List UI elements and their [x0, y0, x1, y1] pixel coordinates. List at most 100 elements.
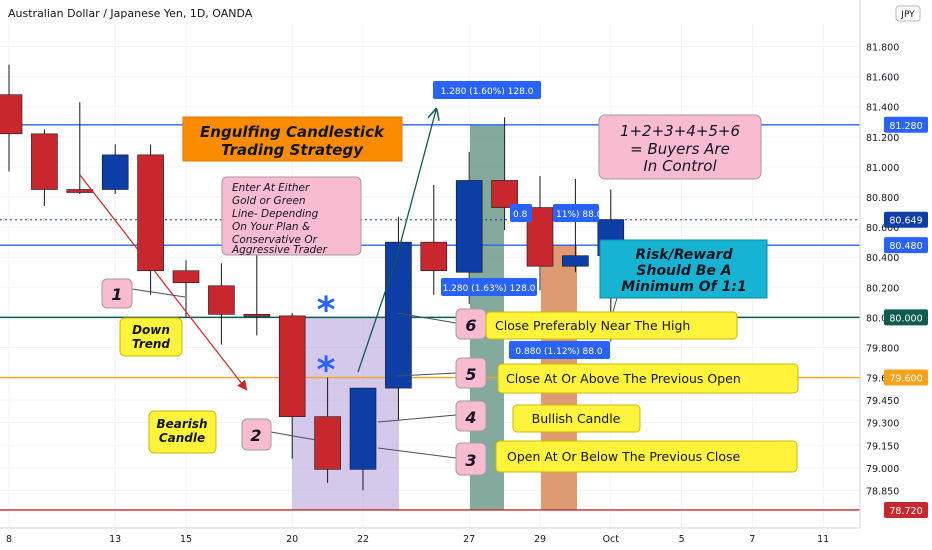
- y-tick-label: 81.600: [866, 73, 899, 84]
- measure-label-low-text: 0.880 (1.12%) 88.0: [515, 347, 602, 357]
- rule-box-3: Open At Or Below The Previous Close: [495, 440, 798, 473]
- price-tag: [884, 237, 928, 254]
- candle-body: [31, 133, 58, 190]
- candle-body: [349, 387, 377, 470]
- x-ticks: 8 13 15 20 22 27 29 Oct 5 7 11: [6, 534, 829, 545]
- enter-note-line4: On Your Plan &: [232, 221, 310, 233]
- strategy-title-line2: Trading Strategy: [221, 141, 364, 159]
- x-tick-label: 5: [679, 534, 685, 545]
- time-axis[interactable]: [0, 528, 932, 550]
- buyers-line2: = Buyers Are: [630, 140, 730, 158]
- number-badge-6-text: 6: [465, 316, 476, 335]
- number-badge-4: 4: [455, 400, 487, 432]
- y-tick-label: 79.300: [866, 419, 899, 430]
- currency-badge[interactable]: JPY: [895, 5, 921, 22]
- downtrend-arrow: [79, 174, 248, 391]
- number-badge-2-text: 2: [250, 426, 261, 445]
- buyers-line3: In Control: [643, 157, 717, 175]
- strategy-title-line1: Engulfing Candlestick: [200, 123, 385, 141]
- candles: [0, 64, 625, 491]
- price-tag: [884, 369, 928, 386]
- y-tick-label: 80.600: [866, 223, 899, 234]
- x-tick-label: 13: [109, 534, 121, 545]
- enter-note-line3: Line- Depending: [232, 208, 319, 220]
- asterisk-lower: *: [317, 350, 336, 391]
- x-tick-label: 20: [286, 534, 298, 545]
- risk-reward-box: Risk/Reward Should Be A Minimum Of 1:1: [599, 239, 768, 299]
- candle-body: [243, 314, 271, 317]
- x-tick-label: Oct: [603, 534, 620, 545]
- y-tick-label: 78.850: [866, 486, 899, 497]
- price-tag-label: 80.480: [889, 241, 922, 252]
- callout-pointers: [131, 288, 618, 459]
- x-tick-label: 29: [534, 534, 546, 545]
- candle-body: [455, 180, 483, 273]
- rule-box-3-text: Open At Or Below The Previous Close: [507, 449, 740, 464]
- bearish-line2: Candle: [159, 431, 205, 445]
- x-tick-label: 7: [749, 534, 755, 545]
- y-ticks: 81.800 81.600 81.400 81.200 81.000 80.800 80.6…: [866, 43, 899, 498]
- candle-body: [172, 270, 200, 284]
- buyers-box: 1+2+3+4+5+6 = Buyers Are In Control: [598, 114, 762, 180]
- risk-line2: Should Be A: [636, 263, 731, 279]
- measure-label-partial-left: 0.8: [513, 210, 528, 220]
- rule-box-4-text: Bullish Candle: [532, 411, 621, 426]
- price-tag-label: 80.000: [889, 313, 922, 324]
- enter-note-line2: Gold or Green: [232, 195, 306, 207]
- y-tick-label: 81.200: [866, 133, 899, 144]
- price-tag-label: 81.280: [889, 121, 922, 132]
- measure-label-mid-text: 1.280 (1.63%) 128.0: [443, 284, 536, 294]
- uptrend-arrow: [357, 110, 436, 373]
- price-tag: [884, 116, 928, 133]
- risk-line1: Risk/Reward: [635, 247, 733, 263]
- y-tick-label: 81.800: [866, 43, 899, 54]
- y-tick-label: 80.200: [866, 283, 899, 294]
- candle-body: [0, 94, 23, 135]
- measure-label-top: 1.280 (1.60%) 128.0: [433, 81, 541, 99]
- rule-box-6: Close Preferably Near The High: [485, 311, 738, 340]
- enter-note-box: Enter At Either Gold or Green Line- Depe…: [221, 176, 362, 256]
- rule-box-5-text: Close At Or Above The Previous Open: [506, 371, 741, 386]
- rule-box-6-text: Close Preferably Near The High: [495, 318, 690, 333]
- asterisk-upper: *: [317, 290, 336, 331]
- rule-box-4: Bullish Candle: [512, 404, 641, 433]
- y-tick-label: 81.000: [866, 163, 899, 174]
- measure-label-partial: 0.8 11%) 88.0: [510, 204, 603, 222]
- price-tag-label: 79.600: [889, 374, 922, 385]
- price-tag: [884, 501, 928, 518]
- enter-note-line5: Conservative Or: [232, 234, 318, 246]
- x-tick-label: 11: [817, 534, 829, 545]
- x-tick-label: 27: [463, 534, 475, 545]
- candle-body: [101, 154, 129, 190]
- y-tick-label: 80.400: [866, 253, 899, 264]
- rule-box-5: Close At Or Above The Previous Open: [497, 363, 799, 394]
- y-tick-label: 79.150: [866, 441, 899, 452]
- number-badge-3: 3: [455, 442, 487, 476]
- y-tick-label: 81.400: [866, 103, 899, 114]
- candle-body: [314, 416, 341, 470]
- down-trend-box: Down Trend: [119, 317, 183, 357]
- price-axis[interactable]: [860, 0, 932, 528]
- down-trend-line1: Down: [132, 323, 170, 337]
- bearish-line1: Bearish: [156, 417, 207, 431]
- number-badge-2: 2: [241, 418, 272, 451]
- number-badge-5-text: 5: [465, 365, 476, 384]
- down-trend-line2: Trend: [132, 337, 170, 351]
- number-badge-4-text: 4: [464, 408, 476, 427]
- measure-label-partial-right: 11%) 88.0: [556, 210, 603, 220]
- buyers-line1: 1+2+3+4+5+6: [620, 122, 740, 140]
- candle-body: [491, 180, 518, 208]
- entry-zone: [292, 317, 399, 510]
- x-tick-label: 8: [6, 534, 12, 545]
- y-tick-label: 79.000: [866, 464, 899, 475]
- strategy-title-box: Engulfing Candlestick Trading Strategy: [182, 116, 403, 162]
- price-tag: [884, 309, 928, 326]
- y-tick-label: 79.450: [866, 396, 899, 407]
- enter-note-line1: Enter At Either: [232, 182, 310, 194]
- price-tag: [884, 211, 928, 228]
- y-tick-label: 79.800: [866, 343, 899, 354]
- measure-label-mid: 1.280 (1.63%) 128.0: [441, 278, 537, 296]
- y-tick-label: 80.000: [866, 313, 899, 324]
